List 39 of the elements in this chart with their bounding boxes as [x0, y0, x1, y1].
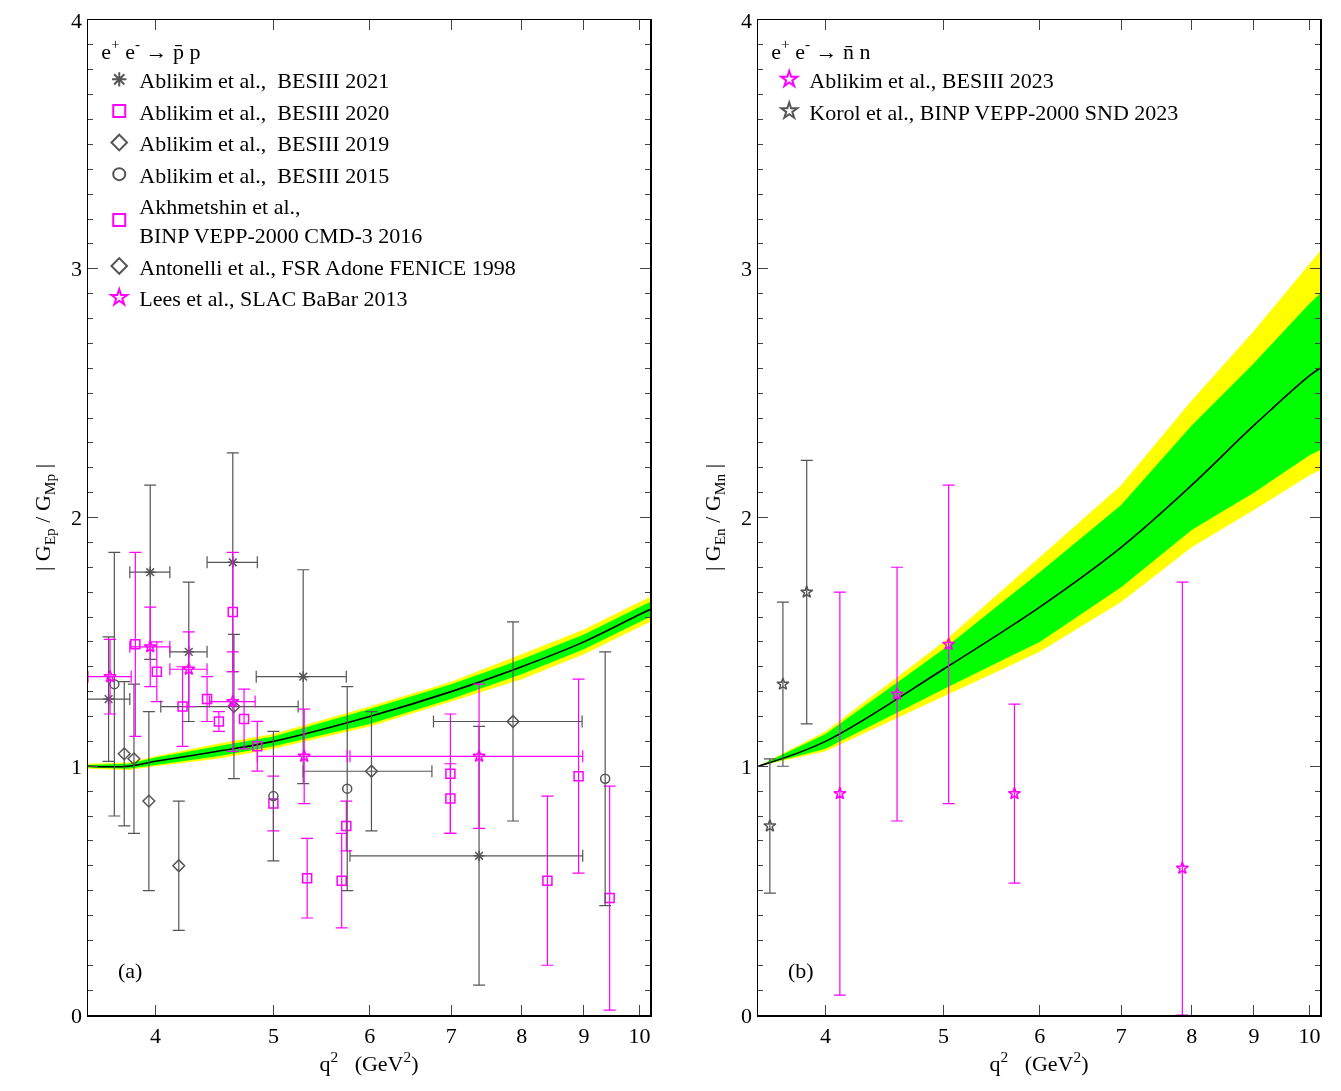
legend-label: Ablikim et al., BESIII 2023	[809, 67, 1054, 93]
legend-label: Korol et al., BINP VEPP-2000 SND 2023	[809, 99, 1179, 125]
legend-title: e$^{+}$ e$^{-}$ → p̄ p	[101, 35, 201, 64]
legend-title: e$^{+}$ e$^{-}$ → n̄ n	[771, 35, 871, 64]
y-tick-label: 1	[71, 753, 83, 779]
x-axis-title: q$^{2}$ (GeV$^{2}$)	[319, 1047, 419, 1077]
x-tick-label: 6	[1034, 1022, 1046, 1048]
y-tick-label: 3	[71, 256, 83, 282]
legend-label: Akhmetshin et al., BINP VEPP-2000 CMD-3 2016	[139, 194, 423, 248]
legend-label: Antonelli et al., FSR Adone FENICE 1998	[139, 254, 516, 280]
legend-label: Lees et al., SLAC BaBar 2013	[139, 286, 408, 312]
x-tick-label: 8	[516, 1022, 528, 1048]
legend-label: Ablikim et al., BESIII 2019	[139, 131, 390, 157]
annotation: (b)	[788, 958, 814, 983]
legend-label: Ablikim et al., BESIII 2021	[139, 67, 390, 93]
x-tick-label: 7	[445, 1022, 457, 1048]
x-tick-label: 4	[150, 1022, 162, 1048]
y-tick-label: 1	[741, 753, 753, 779]
x-tick-label: 9	[578, 1022, 590, 1048]
x-tick-label: 9	[1248, 1022, 1260, 1048]
legend-label: Ablikim et al., BESIII 2020	[139, 99, 390, 125]
y-tick-label: 4	[741, 7, 753, 33]
y-tick-label: 2	[741, 505, 753, 531]
x-tick-label: 8	[1186, 1022, 1198, 1048]
x-tick-label: 10	[1298, 1022, 1321, 1048]
y-tick-label: 0	[741, 1002, 753, 1028]
y-tick-label: 3	[741, 256, 753, 282]
y-tick-label: 0	[71, 1002, 83, 1028]
legend-label: Ablikim et al., BESIII 2015	[139, 162, 390, 188]
x-tick-label: 10	[628, 1022, 651, 1048]
x-axis-title: q$^{2}$ (GeV$^{2}$)	[989, 1047, 1089, 1077]
x-tick-label: 5	[937, 1022, 949, 1048]
x-tick-label: 5	[267, 1022, 279, 1048]
y-tick-label: 4	[71, 7, 83, 33]
y-tick-label: 2	[71, 505, 83, 531]
x-tick-label: 7	[1115, 1022, 1127, 1048]
x-tick-label: 6	[364, 1022, 376, 1048]
x-tick-label: 4	[820, 1022, 832, 1048]
annotation: (a)	[118, 958, 143, 983]
